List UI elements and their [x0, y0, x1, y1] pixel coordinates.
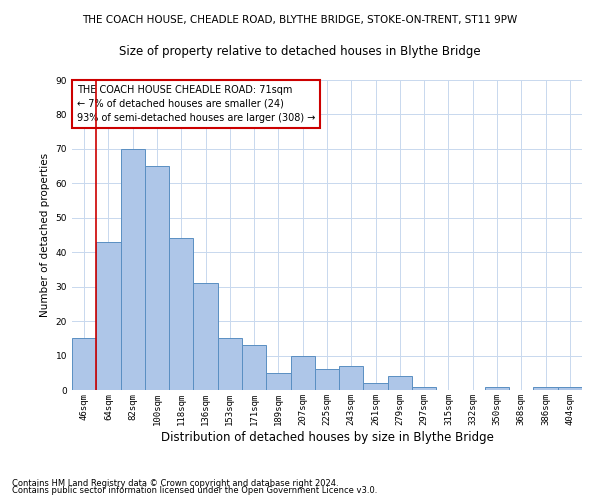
- Bar: [339, 366, 364, 390]
- Bar: [218, 338, 242, 390]
- Bar: [315, 370, 339, 390]
- Bar: [145, 166, 169, 390]
- Bar: [169, 238, 193, 390]
- Text: Size of property relative to detached houses in Blythe Bridge: Size of property relative to detached ho…: [119, 45, 481, 58]
- Bar: [266, 373, 290, 390]
- Bar: [485, 386, 509, 390]
- Bar: [290, 356, 315, 390]
- Text: Contains public sector information licensed under the Open Government Licence v3: Contains public sector information licen…: [12, 486, 377, 495]
- Bar: [242, 345, 266, 390]
- Y-axis label: Number of detached properties: Number of detached properties: [40, 153, 50, 317]
- Bar: [533, 386, 558, 390]
- X-axis label: Distribution of detached houses by size in Blythe Bridge: Distribution of detached houses by size …: [161, 430, 493, 444]
- Bar: [388, 376, 412, 390]
- Text: THE COACH HOUSE, CHEADLE ROAD, BLYTHE BRIDGE, STOKE-ON-TRENT, ST11 9PW: THE COACH HOUSE, CHEADLE ROAD, BLYTHE BR…: [82, 15, 518, 25]
- Bar: [72, 338, 96, 390]
- Text: THE COACH HOUSE CHEADLE ROAD: 71sqm
← 7% of detached houses are smaller (24)
93%: THE COACH HOUSE CHEADLE ROAD: 71sqm ← 7%…: [77, 84, 316, 122]
- Bar: [193, 283, 218, 390]
- Bar: [558, 386, 582, 390]
- Bar: [364, 383, 388, 390]
- Bar: [412, 386, 436, 390]
- Bar: [96, 242, 121, 390]
- Text: Contains HM Land Registry data © Crown copyright and database right 2024.: Contains HM Land Registry data © Crown c…: [12, 478, 338, 488]
- Bar: [121, 149, 145, 390]
